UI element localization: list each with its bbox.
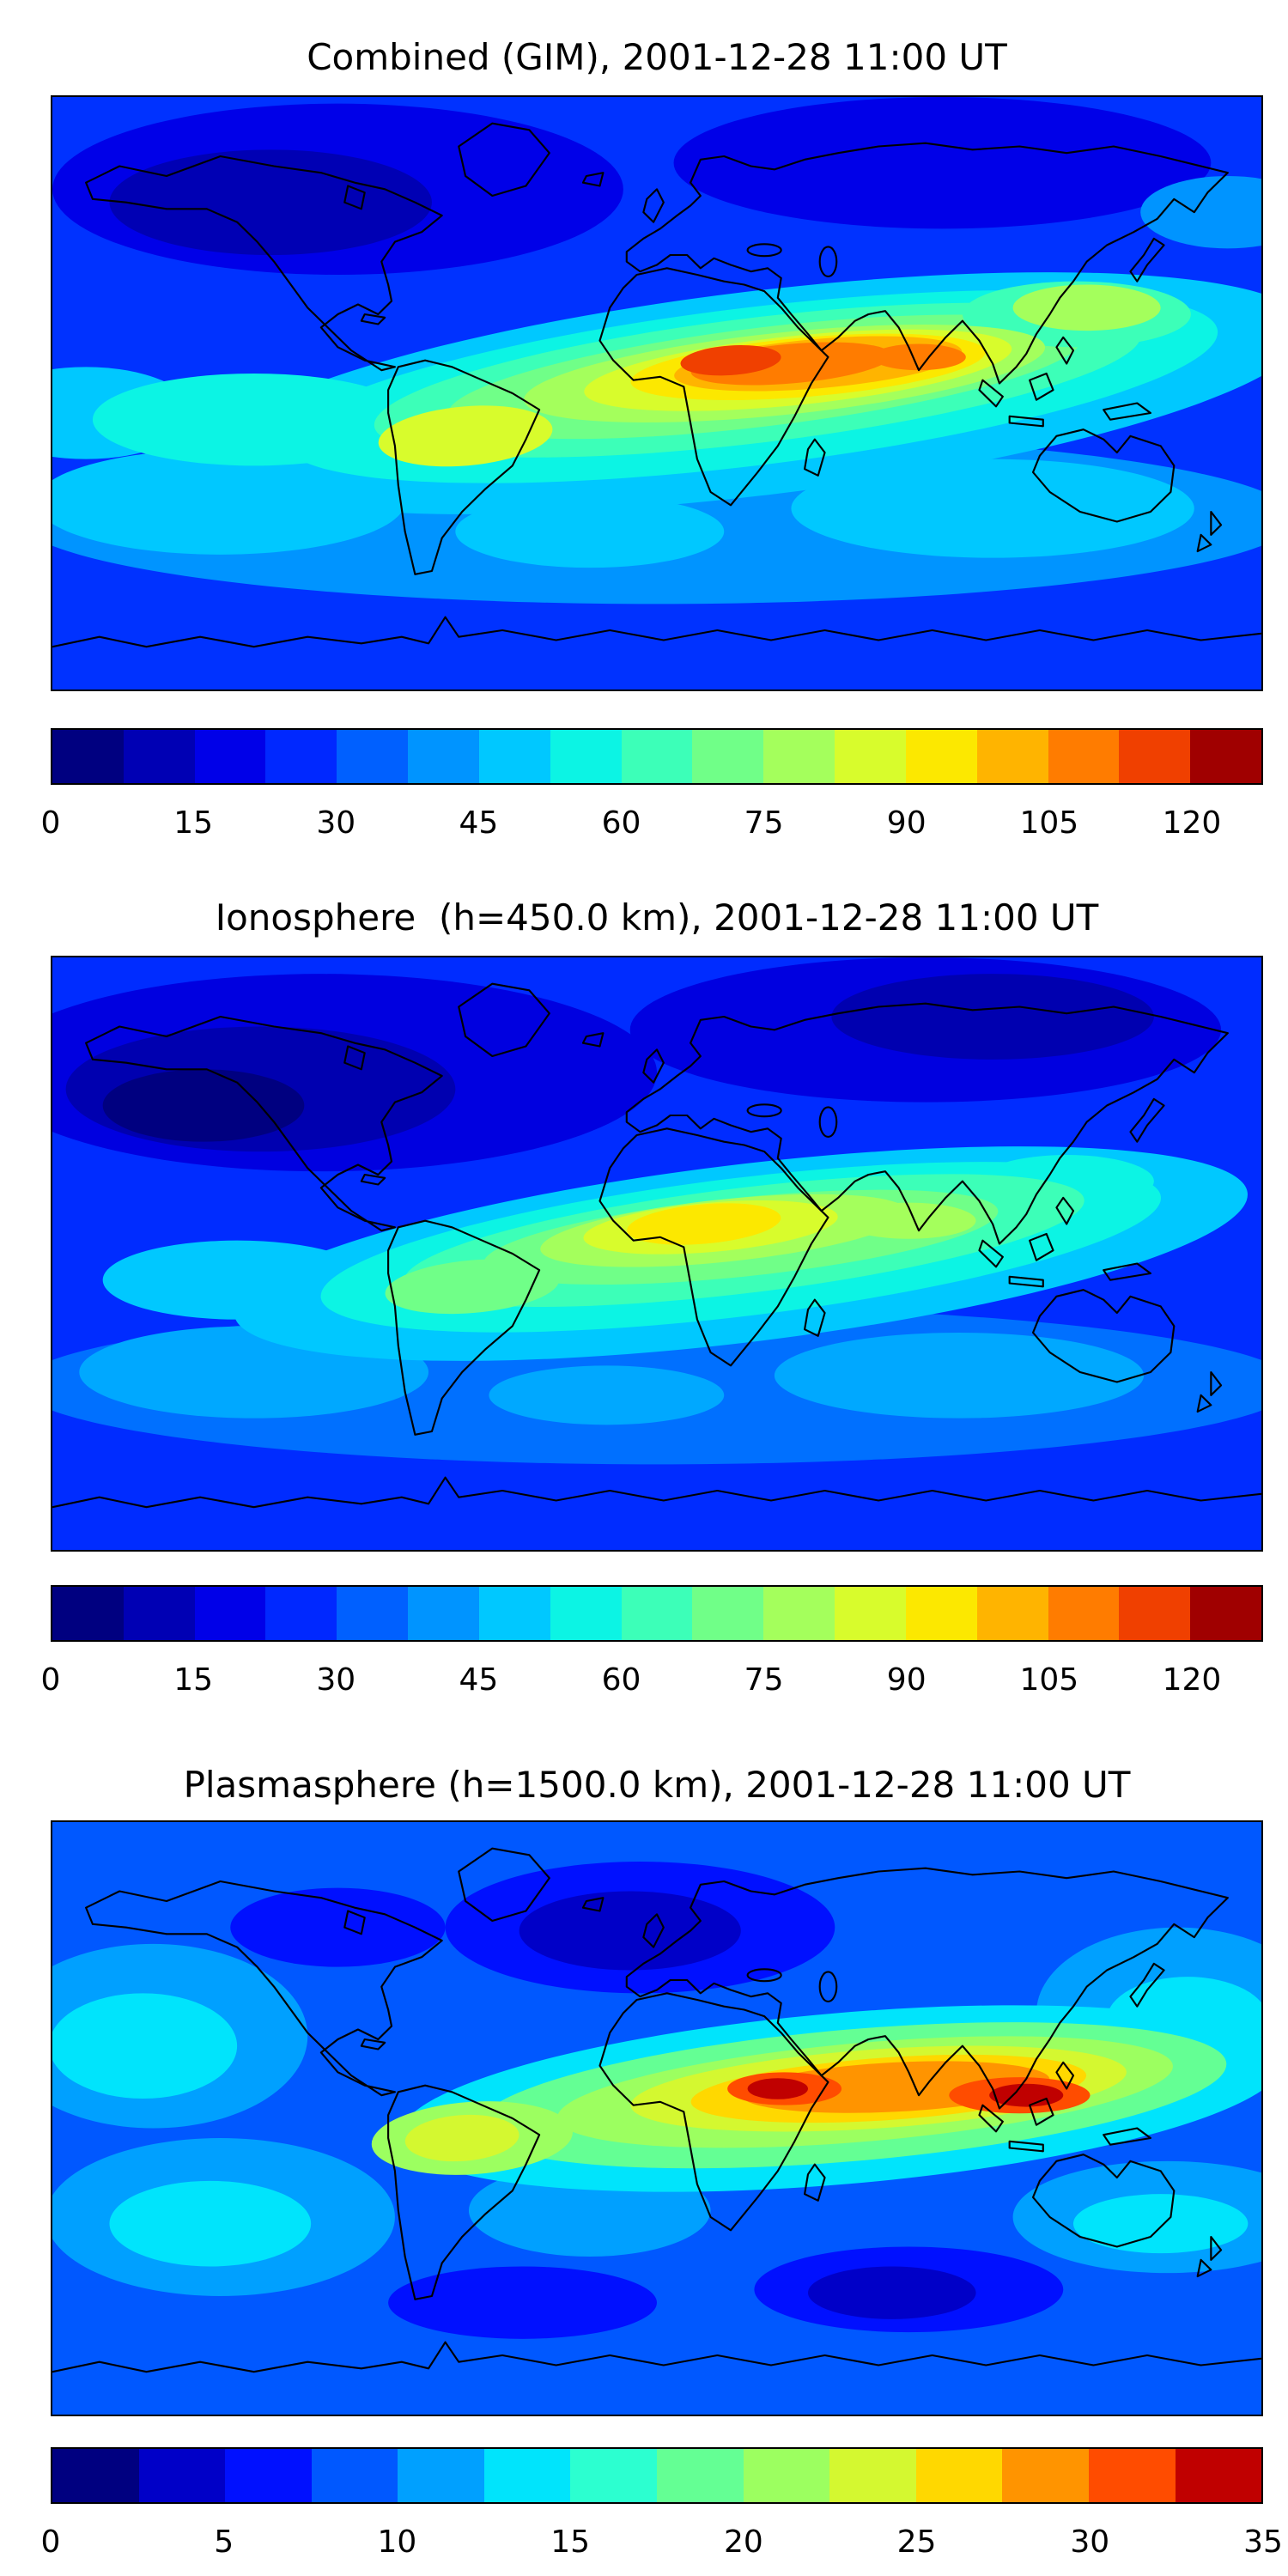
colorbar-tick-label: 35 [1243,2524,1283,2560]
colorbar-segment [398,2449,484,2502]
colorbar-segment [976,1587,1048,1640]
colorbar-segment [483,2449,571,2502]
colorbar-segment [52,2449,139,2502]
contour-field [52,97,1261,690]
colorbar-tick-label: 10 [377,2524,417,2560]
colorbar-segment [1048,730,1120,783]
colorbar-segment [621,1587,693,1640]
colorbar-segment [52,1587,124,1640]
colorbar-tick-label: 15 [173,1662,214,1698]
colorbar-segment [570,2449,658,2502]
colorbar-tick-label: 5 [214,2524,234,2560]
colorbar-segment [763,730,835,783]
colorbar-tick-label: 0 [40,2524,61,2560]
colorbar-tick-label: 30 [316,1662,356,1698]
colorbar-segment [408,1587,479,1640]
colorbar-segment [1002,2449,1089,2502]
colorbar-segment [337,730,409,783]
colorbar-tick-label: 15 [173,805,214,841]
contour-map-svg [52,97,1261,690]
colorbar-tick-label: 90 [886,805,927,841]
colorbar-segment [123,1587,195,1640]
colorbar-segment [265,1587,337,1640]
colorbar-tick-label: 105 [1019,1662,1079,1698]
colorbar-segment [1190,730,1262,783]
contour-field [52,1822,1261,2415]
colorbar-ticks-ionosphere: 0 15 30 45 60 75 90 105 120 [41,1661,1263,1702]
colorbar-segment [905,1587,977,1640]
colorbar-segment [194,730,266,783]
colorbar-plasmasphere [51,2447,1263,2504]
colorbar-segment [265,730,337,783]
colorbar-segment [311,2449,398,2502]
colorbar-segment [692,1587,764,1640]
colorbar-tick-label: 60 [601,805,641,841]
world-map-ionosphere [51,956,1263,1552]
colorbar-segment [1048,1587,1120,1640]
colorbar-segment [225,2449,312,2502]
colorbar-tick-label: 45 [459,805,499,841]
colorbar-tick-label: 120 [1162,805,1222,841]
colorbar-segment [550,730,622,783]
colorbar-tick-label: 75 [744,1662,784,1698]
world-map-plasmasphere [51,1820,1263,2416]
colorbar-tick-label: 20 [723,2524,763,2560]
colorbar-segment [1088,2449,1176,2502]
colorbar-tick-label: 60 [601,1662,641,1698]
colorbar-tick-label: 90 [886,1662,927,1698]
contour-field [52,957,1261,1550]
colorbar-tick-label: 0 [40,1662,61,1698]
colorbar-segment [905,730,977,783]
colorbar-segment [763,1587,835,1640]
colorbar-segment [1190,1587,1262,1640]
colorbar-segment [829,2449,916,2502]
chart-title-ionosphere: Ionosphere (h=450.0 km), 2001-12-28 11:0… [215,896,1099,939]
world-map-combined [51,95,1263,691]
colorbar-segment [835,1587,906,1640]
contour-map-svg [52,1822,1261,2415]
colorbar-segment [1119,730,1191,783]
colorbar-tick-label: 75 [744,805,784,841]
colorbar-segment [123,730,195,783]
chart-title-plasmasphere: Plasmasphere (h=1500.0 km), 2001-12-28 1… [183,1764,1131,1806]
colorbar-tick-label: 105 [1019,805,1079,841]
colorbar-segment [915,2449,1003,2502]
colorbar-segment [52,730,124,783]
colorbar-segment [835,730,906,783]
colorbar-tick-label: 30 [316,805,356,841]
colorbar-tick-label: 120 [1162,1662,1222,1698]
colorbar-segment [621,730,693,783]
colorbar-segment [138,2449,226,2502]
colorbar-segment [657,2449,744,2502]
colorbar-segment [1175,2449,1262,2502]
colorbar-tick-label: 30 [1070,2524,1110,2560]
colorbar-tick-label: 15 [550,2524,591,2560]
colorbar-combined [51,728,1263,785]
contour-map-svg [52,957,1261,1550]
colorbar-segment [550,1587,622,1640]
colorbar-segment [692,730,764,783]
colorbar-segment [478,730,550,783]
colorbar-tick-label: 25 [896,2524,937,2560]
colorbar-tick-label: 45 [459,1662,499,1698]
colorbar-segment [743,2449,830,2502]
colorbar-ticks-plasmasphere: 0 5 10 15 20 25 30 35 [41,2523,1283,2564]
colorbar-ticks-combined: 0 15 30 45 60 75 90 105 120 [41,804,1263,845]
colorbar-segment [194,1587,266,1640]
colorbar-segment [1119,1587,1191,1640]
colorbar-segment [976,730,1048,783]
colorbar-ionosphere [51,1585,1263,1642]
chart-title-combined: Combined (GIM), 2001-12-28 11:00 UT [307,36,1007,78]
colorbar-segment [408,730,479,783]
colorbar-segment [478,1587,550,1640]
colorbar-tick-label: 0 [40,805,61,841]
colorbar-segment [337,1587,409,1640]
